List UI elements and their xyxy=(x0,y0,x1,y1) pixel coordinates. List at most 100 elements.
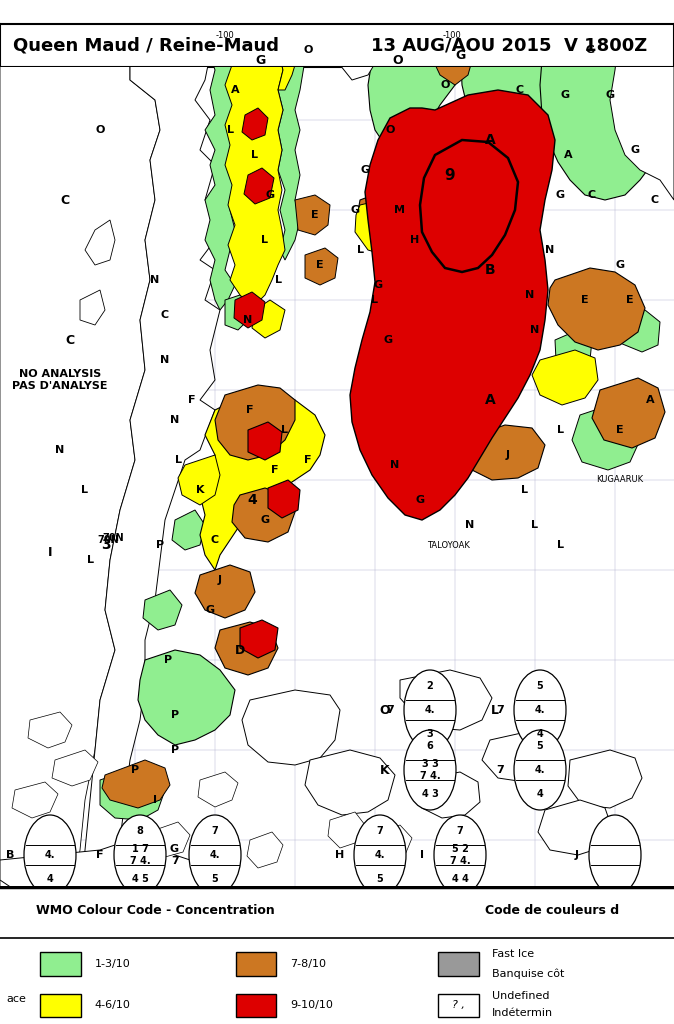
Text: A: A xyxy=(485,393,495,407)
Text: 4.: 4. xyxy=(534,705,545,715)
Text: E: E xyxy=(311,210,319,220)
Text: Undefined: Undefined xyxy=(492,991,549,1001)
Text: -100: -100 xyxy=(216,31,235,40)
Text: E: E xyxy=(616,425,624,435)
Text: 7: 7 xyxy=(496,705,504,715)
Polygon shape xyxy=(80,290,105,325)
Bar xyxy=(40,952,81,976)
Polygon shape xyxy=(240,620,278,658)
Polygon shape xyxy=(244,168,274,204)
Polygon shape xyxy=(555,330,592,368)
Polygon shape xyxy=(152,822,190,857)
Text: F: F xyxy=(304,455,312,465)
Polygon shape xyxy=(0,30,160,910)
Text: G: G xyxy=(206,605,214,615)
Text: P: P xyxy=(164,655,172,665)
Text: J: J xyxy=(218,575,222,585)
Bar xyxy=(236,993,276,1017)
Ellipse shape xyxy=(114,815,166,895)
Text: 7: 7 xyxy=(386,705,394,715)
Ellipse shape xyxy=(404,730,456,810)
Text: 7: 7 xyxy=(377,826,384,836)
Polygon shape xyxy=(0,840,220,962)
Text: O: O xyxy=(440,80,450,90)
Polygon shape xyxy=(340,30,380,80)
Text: NO ANALYSIS
PAS D'ANALYSE: NO ANALYSIS PAS D'ANALYSE xyxy=(12,370,108,391)
Polygon shape xyxy=(358,180,468,268)
Text: G: G xyxy=(255,53,265,67)
Text: 7: 7 xyxy=(496,765,504,775)
Text: L: L xyxy=(557,425,563,435)
Text: 4 5: 4 5 xyxy=(131,874,148,884)
Text: N: N xyxy=(171,415,180,425)
Text: C: C xyxy=(651,195,659,205)
Polygon shape xyxy=(234,292,265,328)
Text: ace: ace xyxy=(7,994,26,1005)
Text: 4: 4 xyxy=(537,790,543,799)
Polygon shape xyxy=(368,30,465,150)
Polygon shape xyxy=(178,455,220,505)
Text: M: M xyxy=(394,205,406,215)
Polygon shape xyxy=(243,30,300,90)
Polygon shape xyxy=(205,30,245,310)
Polygon shape xyxy=(247,831,283,868)
Text: B: B xyxy=(5,850,14,860)
Text: G: G xyxy=(605,90,615,100)
Text: G: G xyxy=(373,280,383,290)
Text: G: G xyxy=(415,495,425,505)
Text: 4-6/10: 4-6/10 xyxy=(94,1000,130,1011)
Polygon shape xyxy=(460,35,555,150)
Text: 3 3
7 4.: 3 3 7 4. xyxy=(420,759,440,780)
Polygon shape xyxy=(172,510,205,550)
Polygon shape xyxy=(538,800,612,855)
Text: L: L xyxy=(226,125,233,135)
Text: G: G xyxy=(455,48,465,61)
Text: A: A xyxy=(646,395,654,406)
Text: F: F xyxy=(271,465,279,475)
Text: L: L xyxy=(82,485,88,495)
Text: 5: 5 xyxy=(212,874,218,884)
Text: E: E xyxy=(316,260,324,270)
Text: G: G xyxy=(266,190,274,200)
Polygon shape xyxy=(305,750,395,815)
Polygon shape xyxy=(225,30,285,319)
Text: 4.: 4. xyxy=(425,705,435,715)
Text: I: I xyxy=(420,850,424,860)
Text: L: L xyxy=(357,245,363,255)
Text: I: I xyxy=(153,795,157,805)
Text: Fast Ice: Fast Ice xyxy=(492,949,534,959)
Polygon shape xyxy=(225,295,250,330)
Text: 4 4: 4 4 xyxy=(452,874,468,884)
Ellipse shape xyxy=(434,815,486,895)
Text: E: E xyxy=(626,295,634,305)
Text: 4: 4 xyxy=(537,729,543,739)
Ellipse shape xyxy=(589,815,641,895)
Text: 7-8/10: 7-8/10 xyxy=(290,958,326,969)
Polygon shape xyxy=(355,198,425,258)
Text: L: L xyxy=(522,485,528,495)
Polygon shape xyxy=(195,565,255,618)
Text: 5: 5 xyxy=(377,874,384,884)
Polygon shape xyxy=(592,378,665,449)
Text: G: G xyxy=(555,190,565,200)
Polygon shape xyxy=(200,390,325,570)
Polygon shape xyxy=(248,422,282,460)
Text: C: C xyxy=(211,535,219,545)
Bar xyxy=(40,993,81,1017)
Text: E: E xyxy=(581,295,589,305)
Polygon shape xyxy=(198,772,238,807)
Polygon shape xyxy=(400,670,492,730)
Polygon shape xyxy=(373,825,412,862)
Text: N: N xyxy=(55,445,65,455)
Ellipse shape xyxy=(404,670,456,750)
Text: F: F xyxy=(246,406,253,415)
Text: G: G xyxy=(350,205,359,215)
Text: C: C xyxy=(588,190,596,200)
Text: D: D xyxy=(235,643,245,656)
Text: C: C xyxy=(516,85,524,95)
Text: L: L xyxy=(251,150,259,160)
Text: 5: 5 xyxy=(537,681,543,691)
Text: 8: 8 xyxy=(137,826,144,836)
Text: L: L xyxy=(282,425,288,435)
Text: 7: 7 xyxy=(212,826,218,836)
